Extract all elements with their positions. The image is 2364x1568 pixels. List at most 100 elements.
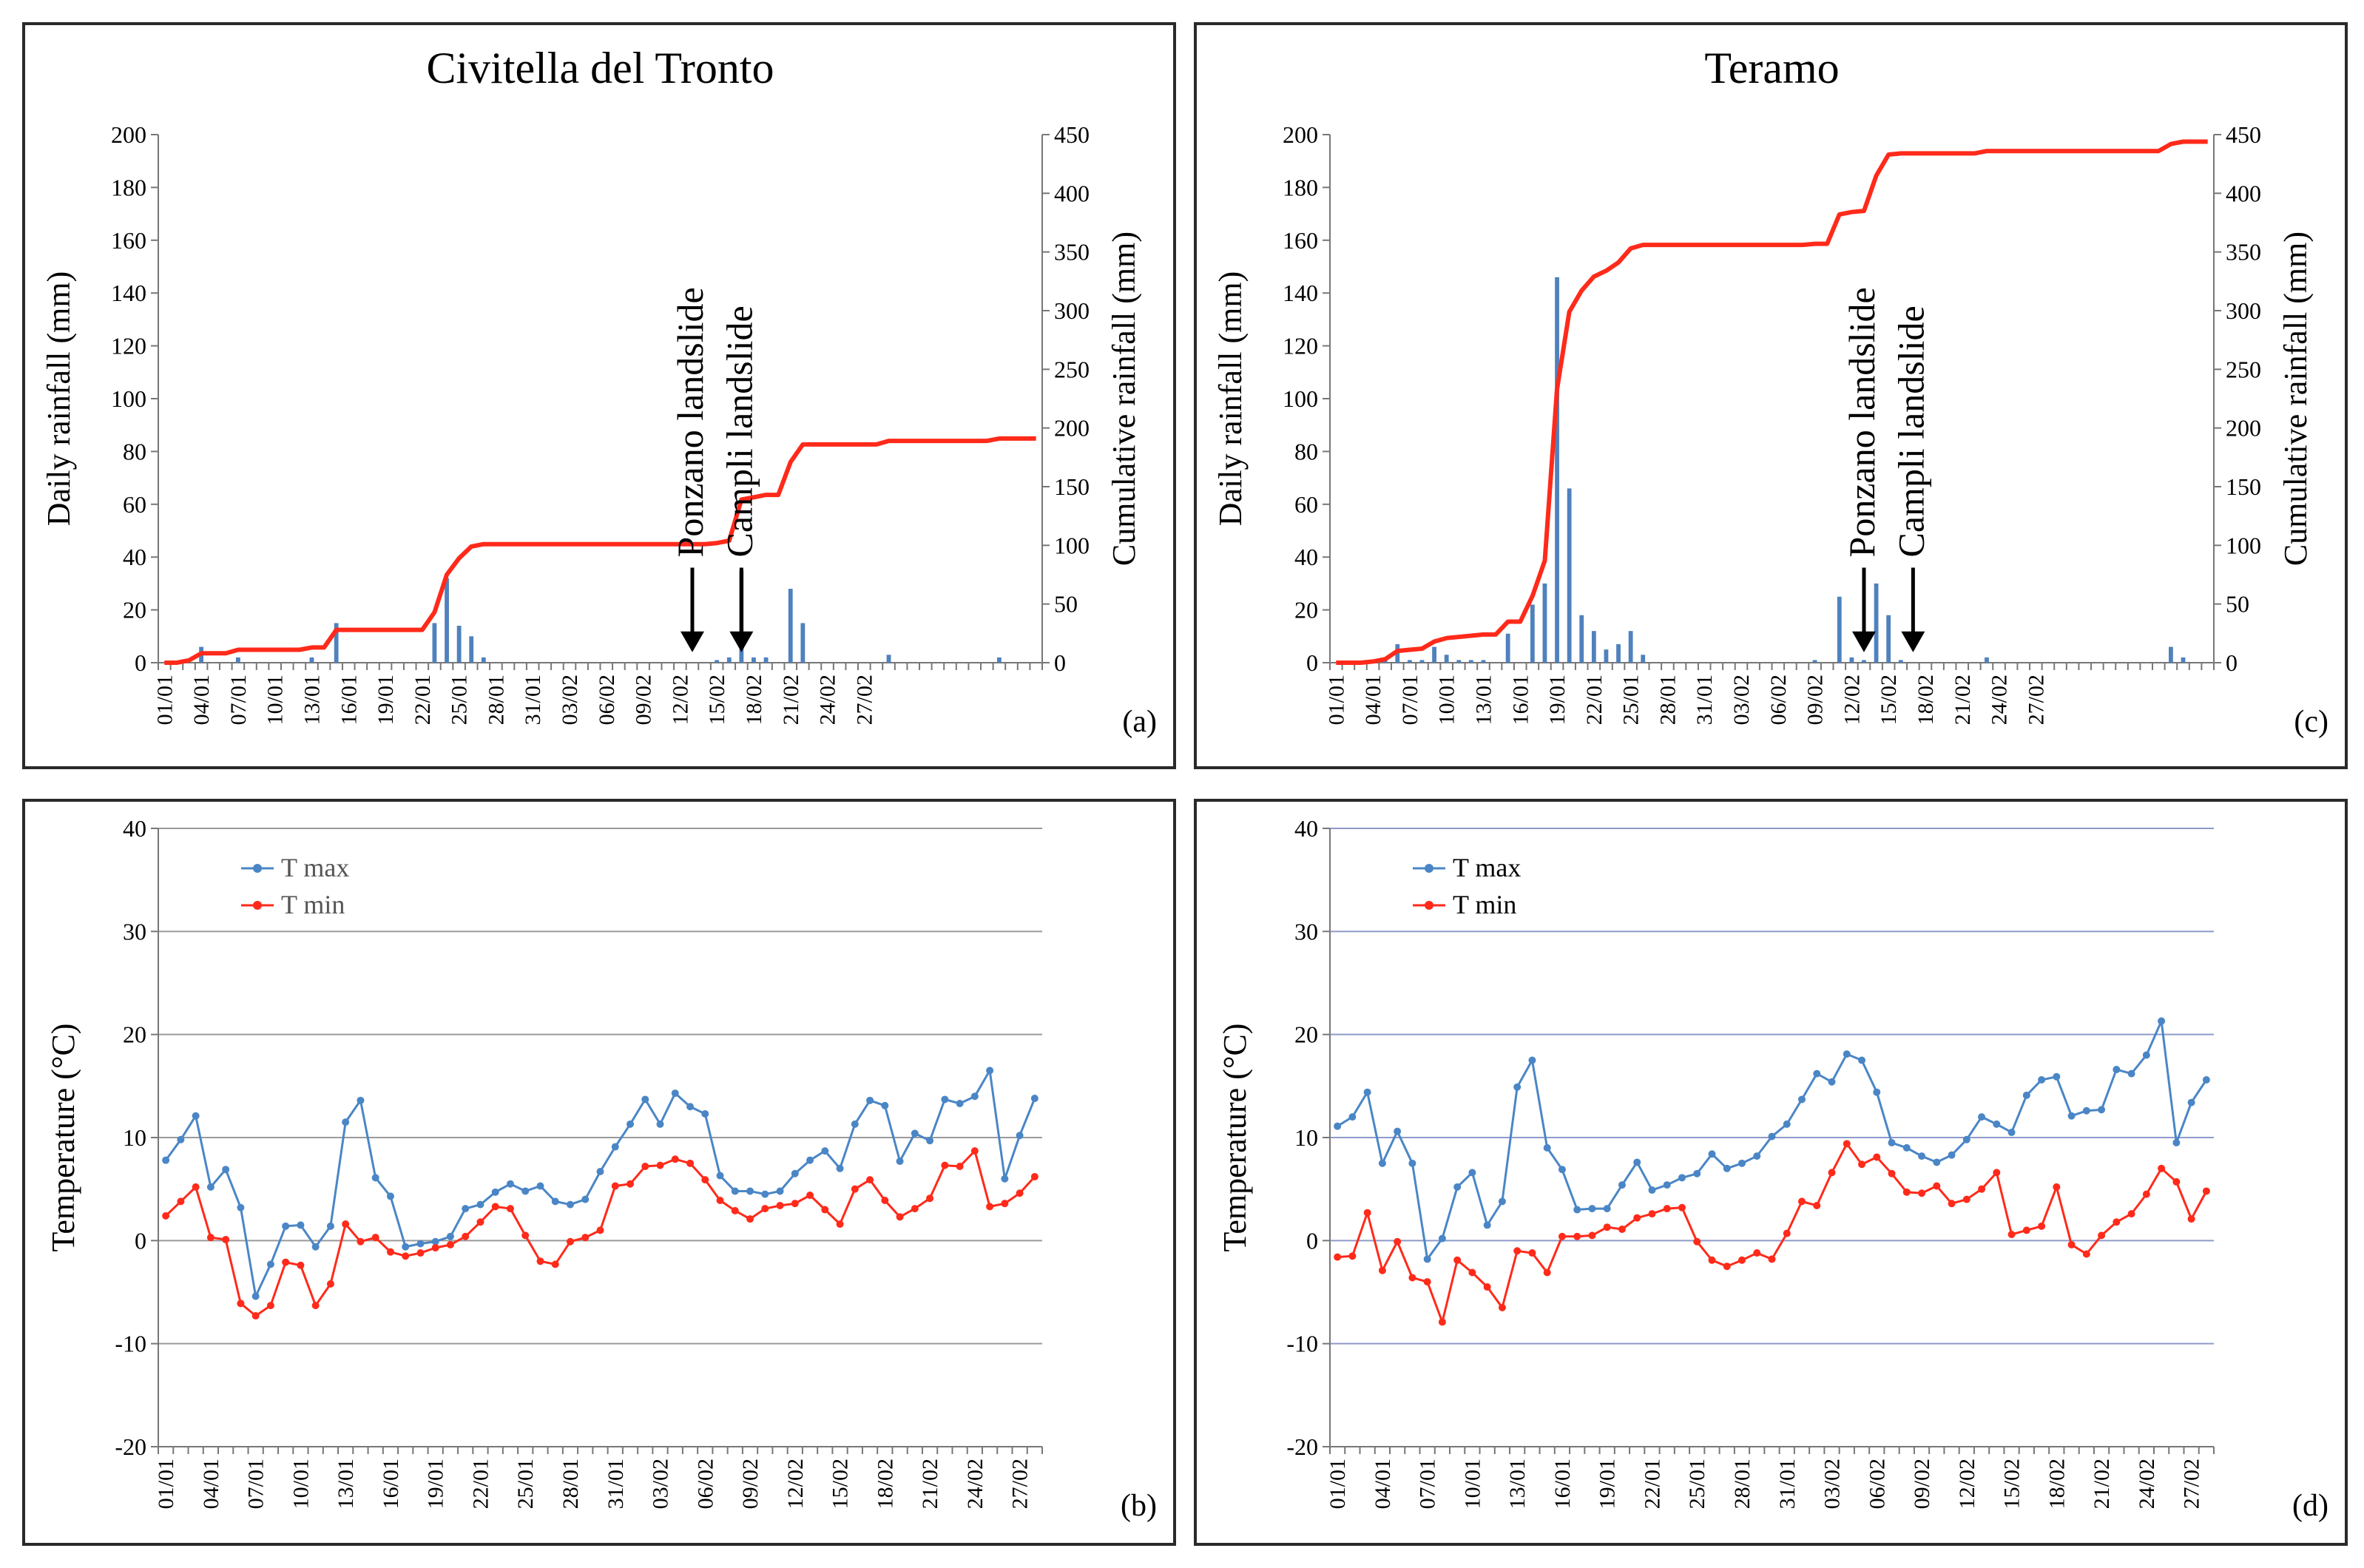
x-tick-label: 25/01 — [513, 1459, 538, 1509]
x-tick-label: 12/02 — [1840, 675, 1864, 725]
data-point — [371, 1174, 379, 1182]
data-point — [731, 1187, 739, 1195]
series-line — [164, 1067, 1036, 1300]
x-tick-label: 31/01 — [604, 1459, 628, 1509]
y-tick-label: 40 — [1294, 815, 1318, 842]
data-point — [297, 1261, 305, 1269]
x-tick-label: 24/02 — [1988, 675, 2012, 725]
y-tick-label: 100 — [1283, 385, 1318, 412]
y-axis-title: Daily rainfall (mm) — [1212, 271, 1249, 527]
rainfall-bar — [788, 589, 793, 663]
y-axis-title: Temperature (°C) — [45, 1024, 81, 1252]
data-point — [476, 1218, 484, 1226]
data-point — [1843, 1140, 1851, 1148]
y-tick-label: 0 — [135, 1227, 146, 1254]
x-tick-label: 03/02 — [649, 1459, 673, 1509]
data-point — [941, 1095, 949, 1104]
data-point — [1558, 1232, 1566, 1240]
data-point — [431, 1244, 439, 1252]
data-point — [1543, 1143, 1551, 1152]
legend-marker — [253, 864, 262, 873]
data-point — [2098, 1106, 2106, 1114]
data-point — [1363, 1209, 1371, 1217]
data-point — [627, 1180, 635, 1188]
x-tick-label: 27/02 — [2180, 1459, 2204, 1509]
data-point — [1828, 1169, 1836, 1177]
data-point — [1603, 1205, 1611, 1213]
x-tick-label: 01/01 — [152, 675, 177, 725]
y-tick-label: 40 — [123, 815, 146, 842]
data-point — [821, 1147, 829, 1155]
y-tick-label: 200 — [1283, 121, 1318, 148]
y2-tick-label: 400 — [1054, 180, 1090, 206]
data-point — [551, 1260, 559, 1268]
data-point — [1001, 1175, 1009, 1183]
x-tick-label: 12/02 — [783, 1459, 808, 1509]
data-point — [956, 1100, 964, 1108]
data-point — [866, 1176, 874, 1184]
x-tick-label: 21/02 — [779, 675, 803, 725]
data-point — [1648, 1186, 1656, 1194]
y2-tick-label: 100 — [1054, 532, 1090, 558]
data-point — [2022, 1226, 2030, 1234]
y-tick-label: 40 — [123, 544, 146, 570]
data-point — [581, 1234, 590, 1242]
data-point — [1918, 1189, 1926, 1197]
rainfall-bar — [715, 660, 720, 663]
y2-tick-label: 100 — [2226, 532, 2261, 558]
data-point — [1543, 1268, 1551, 1277]
x-tick-label: 04/01 — [199, 1459, 223, 1509]
data-point — [1363, 1088, 1371, 1096]
data-point — [881, 1196, 889, 1204]
data-point — [2172, 1177, 2181, 1186]
legend-label: T max — [1453, 853, 1521, 882]
data-point — [1513, 1247, 1522, 1255]
x-tick-label: 19/01 — [1595, 1459, 1620, 1509]
landslide-arrow-head — [1901, 631, 1925, 652]
y-tick-label: 80 — [1294, 438, 1318, 464]
data-point — [911, 1205, 919, 1213]
data-point — [1813, 1069, 1821, 1078]
rainfall-bar — [1628, 631, 1633, 663]
data-point — [1933, 1182, 1941, 1190]
y-tick-label: 30 — [123, 918, 146, 944]
data-point — [1873, 1153, 1881, 1161]
x-tick-label: 18/02 — [742, 675, 766, 725]
data-point — [2067, 1112, 2076, 1120]
data-point — [282, 1258, 290, 1266]
data-point — [611, 1182, 619, 1190]
landslide-label: Campli landslide — [718, 305, 760, 557]
data-point — [1378, 1159, 1386, 1167]
y2-tick-label: 300 — [1054, 297, 1090, 324]
y2-tick-label: 250 — [2226, 356, 2261, 382]
data-point — [1588, 1231, 1596, 1240]
data-point — [1334, 1122, 1342, 1130]
x-tick-label: 07/01 — [1398, 675, 1422, 725]
data-point — [521, 1187, 530, 1195]
data-point — [1678, 1174, 1686, 1182]
data-point — [761, 1190, 769, 1198]
data-point — [2142, 1051, 2150, 1059]
data-point — [791, 1169, 799, 1177]
rainfall-bar — [2169, 646, 2173, 663]
y2-tick-label: 150 — [1054, 473, 1090, 500]
data-point — [1978, 1185, 1986, 1193]
data-point — [2082, 1106, 2090, 1115]
data-point — [851, 1120, 859, 1128]
x-tick-label: 18/02 — [1914, 675, 1938, 725]
data-point — [177, 1135, 185, 1143]
data-point — [716, 1196, 724, 1204]
x-tick-label: 25/01 — [1619, 675, 1644, 725]
data-point — [806, 1192, 814, 1200]
data-point — [1334, 1253, 1342, 1261]
panel-label: (c) — [2294, 705, 2328, 739]
data-point — [536, 1182, 544, 1190]
data-point — [956, 1163, 964, 1171]
x-tick-label: 09/02 — [738, 1459, 763, 1509]
x-tick-label: 31/01 — [1775, 1459, 1800, 1509]
data-point — [1888, 1169, 1896, 1177]
data-point — [986, 1067, 994, 1075]
x-tick-label: 01/01 — [1325, 1459, 1350, 1509]
data-point — [476, 1200, 484, 1209]
data-point — [776, 1201, 784, 1209]
